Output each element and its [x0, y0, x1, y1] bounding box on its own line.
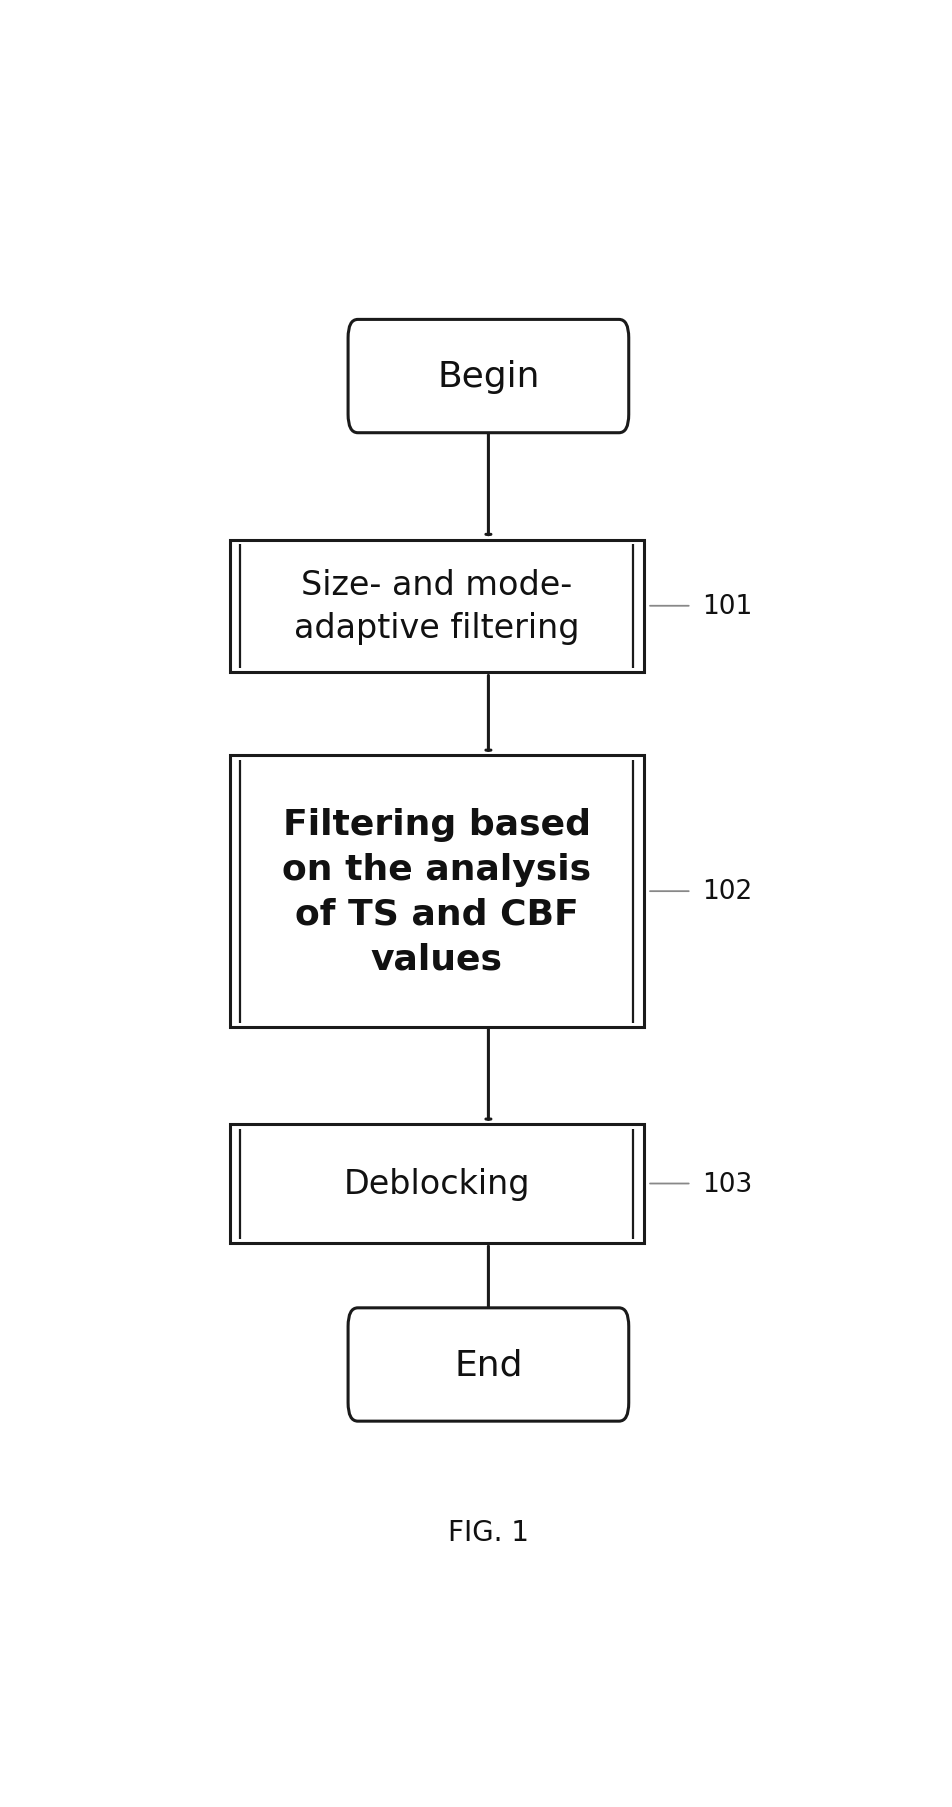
Bar	[229, 755, 643, 1028]
FancyBboxPatch shape	[347, 320, 628, 434]
Text: Size- and mode-
adaptive filtering: Size- and mode- adaptive filtering	[293, 567, 579, 645]
Text: Filtering based
on the analysis
of TS and CBF
values: Filtering based on the analysis of TS an…	[282, 808, 590, 976]
Text: 101: 101	[702, 593, 752, 620]
Text: 103: 103	[702, 1171, 752, 1196]
Text: Deblocking: Deblocking	[343, 1167, 529, 1200]
Text: FIG. 1: FIG. 1	[447, 1518, 528, 1545]
Bar	[229, 540, 643, 672]
Text: End: End	[454, 1348, 522, 1382]
Text: Begin: Begin	[437, 360, 539, 394]
FancyBboxPatch shape	[347, 1308, 628, 1422]
Text: 102: 102	[702, 878, 752, 905]
Bar	[229, 1124, 643, 1243]
